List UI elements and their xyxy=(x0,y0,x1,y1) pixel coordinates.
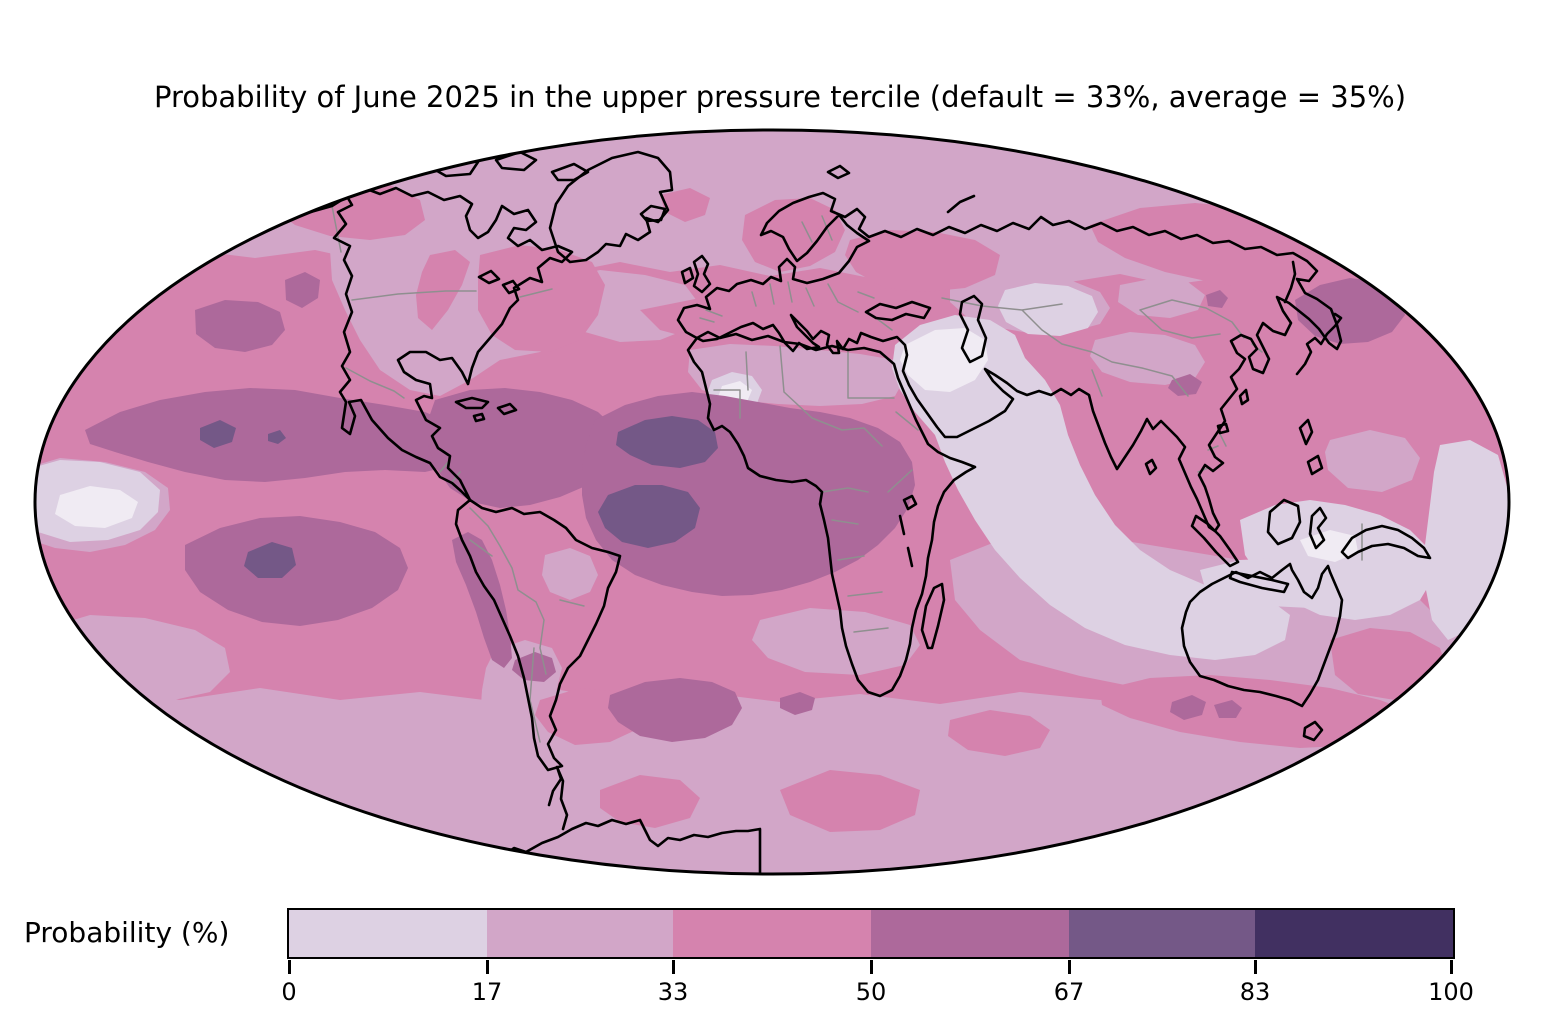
colorbar-tick-label-50: 50 xyxy=(855,978,887,1006)
coastline-caspian-sea xyxy=(958,294,988,364)
coastline-philippines xyxy=(1298,418,1324,476)
colorbar-tick-label-67: 67 xyxy=(1053,978,1085,1006)
coastline-novaya-zemlya xyxy=(946,194,976,214)
coastlines xyxy=(298,150,1432,874)
colorbar-segment-50-67 xyxy=(870,910,1069,957)
coastline-tasmania xyxy=(1302,720,1324,742)
colorbar-tick-50 xyxy=(870,960,873,974)
colorbar-segment-0-17 xyxy=(289,910,487,957)
colorbar-tick-33 xyxy=(672,960,675,974)
colorbar-tick-label-33: 33 xyxy=(657,978,689,1006)
coastline-iceland xyxy=(639,204,667,223)
coastline-svalbard xyxy=(826,164,851,180)
colorbar-tick-label-100: 100 xyxy=(1428,978,1474,1006)
colorbar-segment-17-33 xyxy=(486,910,674,957)
colorbar-tick-label-0: 0 xyxy=(281,978,297,1006)
coastline-australia xyxy=(1180,562,1344,708)
coastline-caribbean-islands xyxy=(454,396,518,423)
colorbar-tick-83 xyxy=(1254,960,1257,974)
colorbar-segment-83-100 xyxy=(1255,910,1453,957)
colorbar-tick-0 xyxy=(288,960,291,974)
coastline-madagascar xyxy=(920,582,946,650)
coastline-eurasia xyxy=(676,191,1343,533)
coastline-black-sea xyxy=(864,300,932,322)
coastline-antarctica xyxy=(498,818,762,874)
coastline-great-lakes xyxy=(477,269,521,295)
colorbar-segment-67-83 xyxy=(1068,910,1256,957)
coastline-sri-lanka xyxy=(1144,458,1158,476)
map-contours xyxy=(35,130,1509,874)
figure-title: Probability of June 2025 in the upper pr… xyxy=(153,80,1407,114)
colorbar-tick-17 xyxy=(486,960,489,974)
coastline-sulawesi xyxy=(1308,506,1328,550)
coastline-africa xyxy=(686,330,977,698)
coastline-north-america xyxy=(298,186,574,502)
coastline-japan xyxy=(1295,312,1343,376)
colorbar-tick-label-83: 83 xyxy=(1239,978,1271,1006)
colorbar xyxy=(287,908,1455,959)
coastline-borneo xyxy=(1266,498,1302,546)
country-borders xyxy=(331,205,1363,743)
coastline-sumatra-java xyxy=(1190,514,1290,594)
coastline-greenland xyxy=(548,150,674,264)
colorbar-tick-label-17: 17 xyxy=(471,978,503,1006)
colorbar-label: Probability (%) xyxy=(24,916,230,949)
coastline-taiwan-hainan xyxy=(1216,388,1250,435)
colorbar-tick-67 xyxy=(1068,960,1071,974)
colorbar-tick-100 xyxy=(1450,960,1453,974)
coastline-new-guinea xyxy=(1340,524,1432,560)
coastline-antarctic-peninsula xyxy=(547,765,569,831)
coastline-sakhalin xyxy=(1283,260,1297,304)
colorbar-segment-33-50 xyxy=(673,910,871,957)
contour-bin5-cores xyxy=(200,416,718,578)
coastline-african-lakes xyxy=(898,494,918,568)
globe-outline xyxy=(33,128,1511,876)
coastline-uk-ireland xyxy=(680,254,712,294)
coastline-south-america xyxy=(454,498,622,772)
